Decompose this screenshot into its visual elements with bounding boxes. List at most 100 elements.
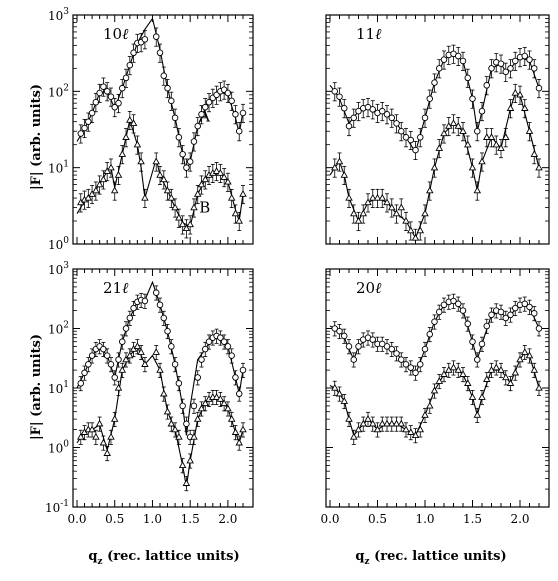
data-point-B (129, 119, 138, 127)
data-point-B (197, 404, 206, 412)
data-point-A (412, 146, 419, 154)
y-tick-label: 102 (48, 83, 69, 99)
data-point-A (239, 366, 247, 374)
data-point-A (455, 52, 462, 60)
data-point-A (85, 118, 92, 125)
data-point-A (331, 88, 339, 95)
data-point-A (77, 380, 85, 387)
data-point-A (502, 314, 510, 322)
data-point-A (407, 136, 415, 144)
data-point-B (224, 404, 232, 412)
data-point-B (364, 414, 372, 422)
data-point-A (393, 120, 400, 127)
data-point-B (122, 355, 130, 363)
data-point-B (182, 479, 191, 486)
data-point-B (224, 177, 232, 185)
data-point-A (469, 95, 476, 102)
data-point-A (488, 65, 495, 72)
data-point-B (239, 189, 247, 197)
data-point-B (478, 157, 486, 165)
data-point-B (227, 193, 236, 201)
data-point-A (507, 311, 514, 319)
data-point-A (81, 124, 88, 132)
x-tick-label: 1.0 (143, 512, 162, 526)
data-point-A (440, 301, 448, 309)
data-point-B (440, 129, 448, 137)
data-point-B (163, 186, 172, 194)
data-point-B (340, 170, 349, 178)
data-point-B (220, 399, 228, 407)
data-point-B (340, 397, 349, 404)
data-point-A (175, 134, 183, 141)
data-point-A (220, 338, 228, 345)
data-point-B (186, 456, 194, 464)
data-point-A (96, 89, 103, 97)
data-point-A (235, 390, 243, 398)
data-point-B (178, 220, 187, 228)
data-point-B (378, 193, 387, 201)
data-point-B (126, 115, 134, 123)
data-point-B (473, 410, 482, 418)
data-point-B (535, 383, 543, 391)
data-point-B (464, 379, 472, 386)
data-point-B (156, 365, 164, 373)
y-tick-label: 103 (48, 7, 69, 23)
data-point-A (388, 345, 396, 353)
data-point-A (164, 327, 171, 335)
data-point-B (163, 407, 172, 415)
data-point-A (152, 33, 160, 40)
data-point-A (521, 300, 529, 308)
data-point-A (483, 322, 491, 330)
data-point-A (369, 106, 377, 113)
data-point-A (111, 374, 118, 381)
data-point-A (464, 74, 472, 82)
data-point-A (168, 97, 175, 105)
data-point-A (190, 138, 198, 145)
plot-area (76, 17, 247, 239)
y-tick-label: 100 (48, 440, 69, 456)
data-point-B (407, 226, 415, 234)
curve-label-B: B (199, 198, 210, 216)
data-point-B (530, 365, 539, 373)
data-point-A (402, 361, 410, 368)
data-point-B (186, 220, 194, 228)
plot-area (329, 44, 543, 244)
data-point-B (167, 419, 176, 427)
data-point-A (126, 314, 134, 322)
data-point-A (228, 352, 235, 359)
data-point-B (525, 351, 534, 359)
data-point-A (531, 65, 538, 72)
y-tick-label: 102 (48, 321, 69, 337)
x-tick-label: 1.5 (463, 512, 482, 526)
y-axis-label-bottom: |F| (arb. units) (29, 334, 44, 440)
data-point-B (468, 163, 477, 171)
data-point-A (512, 57, 519, 65)
data-point-B (421, 209, 429, 217)
data-point-B (103, 167, 111, 174)
data-point-A (398, 127, 405, 135)
data-point-A (175, 380, 183, 387)
data-point-B (77, 432, 85, 440)
data-point-A (152, 289, 160, 296)
data-point-B (110, 186, 119, 194)
data-point-A (336, 93, 343, 100)
data-point-B (364, 198, 372, 206)
data-point-B (201, 399, 210, 407)
data-point-B (369, 193, 377, 201)
data-point-A (402, 134, 410, 141)
data-point-A (115, 99, 122, 107)
data-point-A (122, 74, 130, 82)
data-point-A (398, 356, 405, 363)
data-point-B (99, 175, 108, 183)
data-point-A (179, 402, 186, 410)
data-point-B (402, 425, 410, 433)
data-point-A (107, 93, 115, 100)
x-tick-label: 1.5 (181, 512, 200, 526)
data-point-B (95, 419, 104, 427)
data-point-A (164, 84, 171, 92)
data-point-B (354, 425, 363, 433)
data-point-B (167, 193, 176, 201)
data-point-A (171, 361, 179, 368)
panel-21l: 10-1 100 101 102 103 0.0 0.5 1.0 1.5 2.0 21ℓ (45, 261, 254, 526)
